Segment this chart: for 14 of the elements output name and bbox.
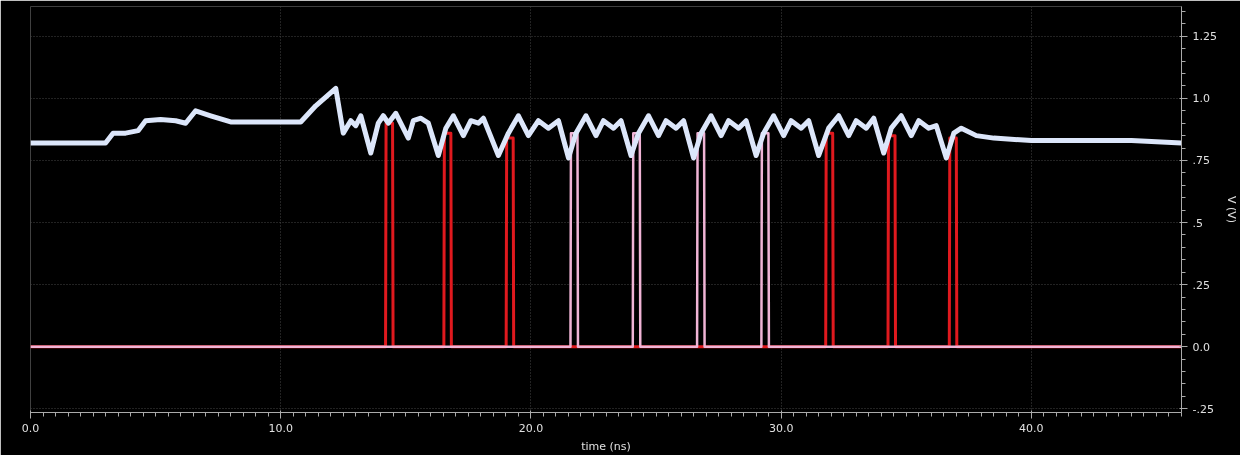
- x-tick-label: 20.0: [518, 421, 544, 435]
- y-axis-title: V (V): [1224, 195, 1238, 224]
- x-tick-label: 0.0: [21, 421, 40, 435]
- y-tick-label: 1.0: [1192, 92, 1210, 106]
- y-tick-label: -.25: [1192, 402, 1214, 416]
- x-tick-label: 10.0: [268, 421, 293, 435]
- x-tick-label: 30.0: [768, 421, 794, 435]
- x-axis-title: time (ns): [581, 439, 631, 453]
- y-tick-label: 0.0: [1192, 340, 1210, 354]
- y-tick-label: .25: [1192, 278, 1210, 292]
- x-tick-label: 40.0: [1019, 421, 1044, 435]
- y-tick-label: .5: [1192, 216, 1203, 230]
- y-tick-label: 1.25: [1192, 30, 1217, 44]
- y-tick-label: .75: [1192, 154, 1210, 168]
